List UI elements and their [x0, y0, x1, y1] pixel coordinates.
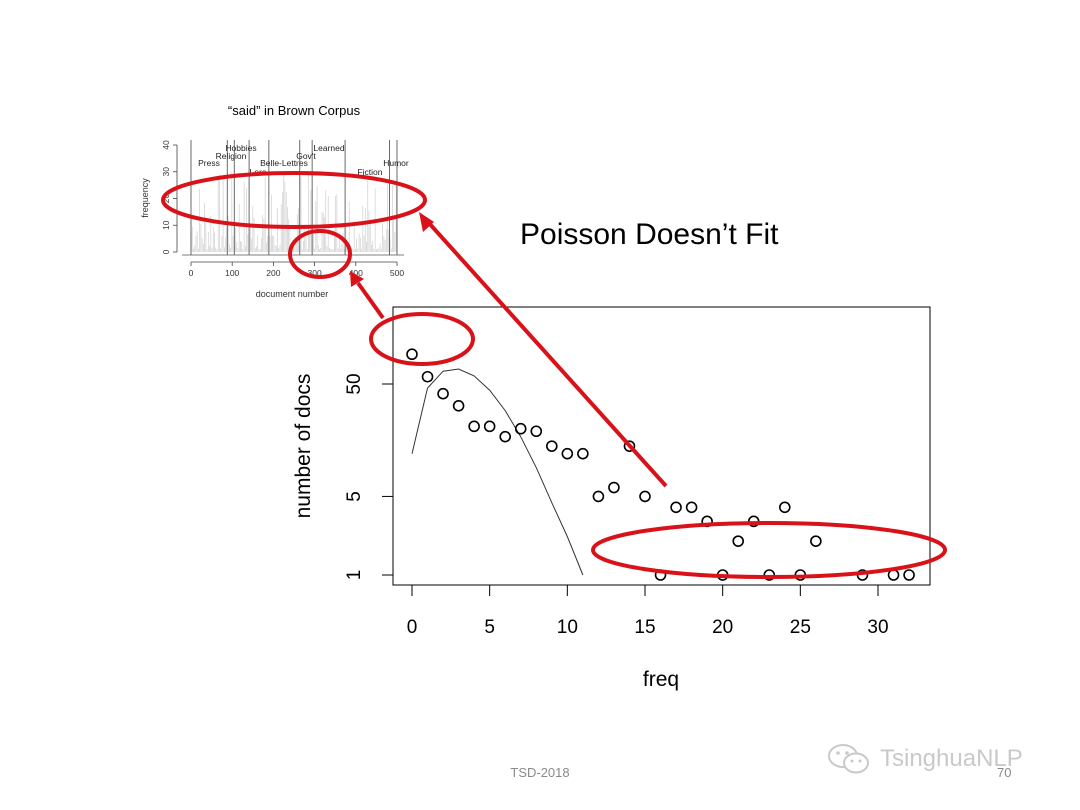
watermark: TsinghuaNLP	[826, 742, 1023, 776]
x-tick-label: 0	[407, 617, 418, 638]
x-tick-label: 5	[484, 617, 495, 638]
inset-band-ellipse	[161, 171, 427, 229]
genre-label: Press	[198, 158, 220, 168]
annotations	[161, 171, 947, 579]
data-point	[639, 490, 651, 503]
inset-y-label: frequency	[140, 178, 150, 218]
inset-y-tick-label: 10	[161, 220, 171, 230]
data-point	[903, 569, 915, 581]
x-axis-label: freq	[643, 668, 679, 691]
inset-middle-ellipse	[288, 229, 352, 279]
x-tick-label: 30	[867, 617, 888, 638]
slide-title: Poisson Doesn’t Fit	[520, 218, 779, 251]
x-tick-label: 10	[557, 617, 578, 638]
inset-chart: “said” in Brown Corpus PressReligionHobb…	[140, 103, 409, 299]
footer-label: TSD-2018	[510, 765, 570, 780]
genre-boundaries	[190, 140, 398, 255]
data-point	[592, 490, 605, 503]
high-freq-ellipse	[591, 521, 947, 579]
genre-label: Humor	[383, 158, 409, 168]
genre-label: Religion	[216, 151, 247, 161]
genre-label: Gov't	[296, 151, 316, 161]
inset-x-tick-label: 300	[308, 268, 322, 278]
data-point	[545, 440, 558, 452]
data-point	[561, 447, 574, 460]
inset-y-tick-label: 40	[161, 140, 171, 150]
data-point	[685, 501, 698, 514]
inset-y-tick-label: 30	[161, 167, 171, 177]
inset-x-tick-label: 400	[349, 268, 363, 278]
genre-label: Belle-Lettres	[260, 158, 308, 168]
low-freq-ellipse	[369, 312, 475, 366]
data-point	[623, 440, 636, 452]
arrow-to-middle	[356, 281, 385, 320]
inset-title: “said” in Brown Corpus	[228, 103, 361, 118]
data-point	[406, 348, 418, 361]
data-point	[499, 430, 512, 443]
inset-x-label: document number	[256, 289, 329, 299]
data-point	[468, 420, 480, 433]
data-point	[670, 501, 682, 514]
data-point	[514, 422, 527, 435]
page-number: 70	[997, 765, 1012, 780]
data-point	[437, 387, 449, 400]
data-point	[778, 501, 791, 514]
data-point	[608, 481, 620, 494]
poisson-curve	[411, 368, 584, 576]
data-point	[577, 447, 589, 460]
inset-x-tick-label: 0	[189, 268, 194, 278]
genre-label: Learned	[313, 143, 344, 153]
inset-y-tick-label: 20	[161, 194, 171, 204]
inset-y-tick-label: 0	[161, 249, 171, 254]
genre-label: Hobbies	[225, 143, 256, 153]
data-point	[810, 535, 822, 547]
data-point	[530, 425, 543, 438]
x-tick-label: 15	[634, 617, 655, 638]
arrow-head-band	[419, 212, 434, 232]
arrow-to-band	[426, 220, 668, 488]
x-tick-label: 25	[790, 617, 811, 638]
y-axis-label: number of docs	[292, 374, 315, 519]
data-point	[421, 370, 434, 383]
wechat-icon	[828, 744, 869, 774]
x-tick-label: 20	[712, 617, 733, 638]
data-point	[732, 535, 745, 547]
y-tick-label: 1	[344, 570, 365, 581]
inset-x-tick-label: 500	[390, 268, 404, 278]
main-x-axis: 0 5 10 15 20 25 30	[407, 584, 889, 638]
inset-y-axis: 0 10 20 30 40	[161, 140, 178, 254]
data-point	[452, 399, 465, 412]
y-tick-label: 5	[344, 491, 365, 502]
y-tick-label: 50	[344, 373, 365, 394]
inset-x-tick-label: 100	[225, 268, 239, 278]
genre-label: Fiction	[357, 167, 382, 177]
watermark-text: TsinghuaNLP	[880, 745, 1023, 772]
data-point	[483, 420, 496, 433]
arrow-head-middle	[350, 271, 364, 287]
main-plot-frame	[392, 306, 931, 586]
inset-x-tick-label: 200	[266, 268, 280, 278]
